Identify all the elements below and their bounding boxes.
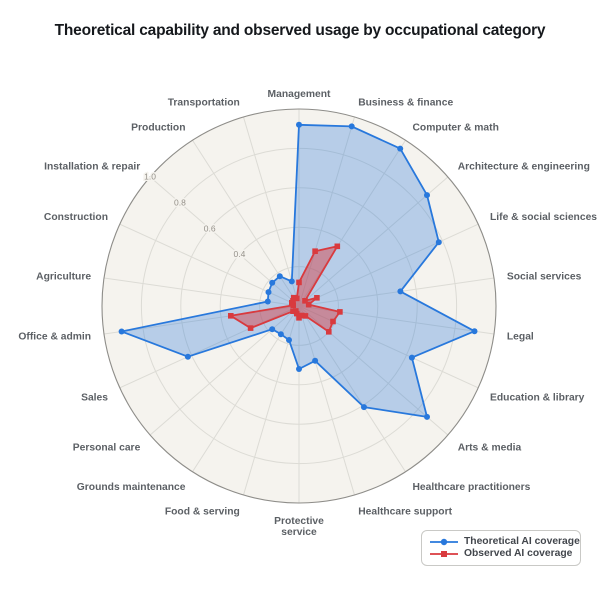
point-theoretical [312,357,319,364]
point-observed [228,313,234,319]
point-observed [290,298,296,304]
point-theoretical [269,279,276,286]
category-label-15: Sales [81,392,108,403]
point-theoretical [286,337,292,343]
legend-item-theoretical[interactable]: Theoretical AI coverage [429,536,580,547]
point-observed [314,295,320,301]
chart-title: Theoretical capability and observed usag… [54,22,546,39]
point-theoretical [288,278,295,285]
radial-tick-label: 1.0 [144,172,156,182]
category-label-2: Computer & math [413,122,499,133]
point-theoretical [408,354,415,361]
point-observed [302,298,308,304]
point-theoretical [276,273,283,280]
point-observed [305,301,312,308]
point-theoretical [348,123,355,130]
radial-tick-label: 0.8 [174,198,186,208]
point-observed [296,315,302,321]
category-label-16: Office & admin [18,332,91,343]
point-theoretical [296,366,302,372]
point-observed [330,318,336,325]
category-label-8: Arts & media [458,443,522,454]
legend-label-observed: Observed AI coverage [464,548,573,559]
point-theoretical [118,328,125,335]
category-label-13: Grounds maintenance [77,482,186,493]
category-labels: Management Business & finance Computer & m… [18,89,597,538]
point-theoretical [435,239,442,246]
point-observed [247,325,254,331]
legend-line-square-icon [430,550,458,557]
category-label-12: Food & serving [165,507,240,518]
point-observed [290,308,296,314]
category-label-17: Agriculture [36,272,91,283]
point-theoretical [471,328,478,335]
point-theoretical [424,192,430,199]
point-theoretical [361,404,367,411]
radial-tick-labels: 0.4 0.6 0.8 1.0 [143,170,247,260]
point-theoretical [397,288,404,295]
radial-tick-label: 0.6 [204,223,216,233]
category-label-5: Social services [507,272,582,283]
legend-item-observed[interactable]: Observed AI coverage [429,548,573,559]
category-label-0: Management [268,89,332,100]
point-observed [296,279,302,286]
category-label-18: Construction [44,212,108,223]
point-theoretical [269,326,276,333]
category-label-11: Protective service [274,516,324,538]
category-label-1: Business & finance [358,98,453,109]
legend: Theoretical AI coverage Observed AI cove… [421,530,581,566]
point-observed [294,295,300,302]
category-label-14: Personal care [73,443,141,454]
point-theoretical [397,145,404,152]
series-observed [228,243,343,335]
category-label-6: Legal [507,332,534,343]
point-theoretical [277,331,284,338]
point-theoretical [296,121,302,128]
point-theoretical [264,298,271,305]
category-label-7: Education & library [490,392,585,403]
legend-label-theoretical: Theoretical AI coverage [464,536,580,547]
category-label-20: Production [131,122,185,133]
point-observed [302,313,309,319]
series-theoretical [118,121,478,420]
legend-line-circle-icon [430,538,458,545]
point-theoretical [184,353,191,360]
point-observed [290,294,297,301]
polar-grid [101,108,497,504]
category-label-19: Installation & repair [44,162,140,173]
point-observed [312,248,318,254]
category-label-3: Architecture & engineering [458,162,590,173]
category-label-21: Transportation [168,98,240,109]
point-observed [334,243,341,250]
category-label-10: Healthcare support [358,507,452,518]
category-label-9: Healthcare practitioners [413,482,531,493]
point-observed [337,309,343,315]
point-theoretical [424,413,430,420]
category-label-4: Life & social sciences [490,212,597,223]
radial-tick-label: 0.4 [233,249,245,259]
point-observed [326,329,332,335]
point-theoretical [265,289,272,296]
